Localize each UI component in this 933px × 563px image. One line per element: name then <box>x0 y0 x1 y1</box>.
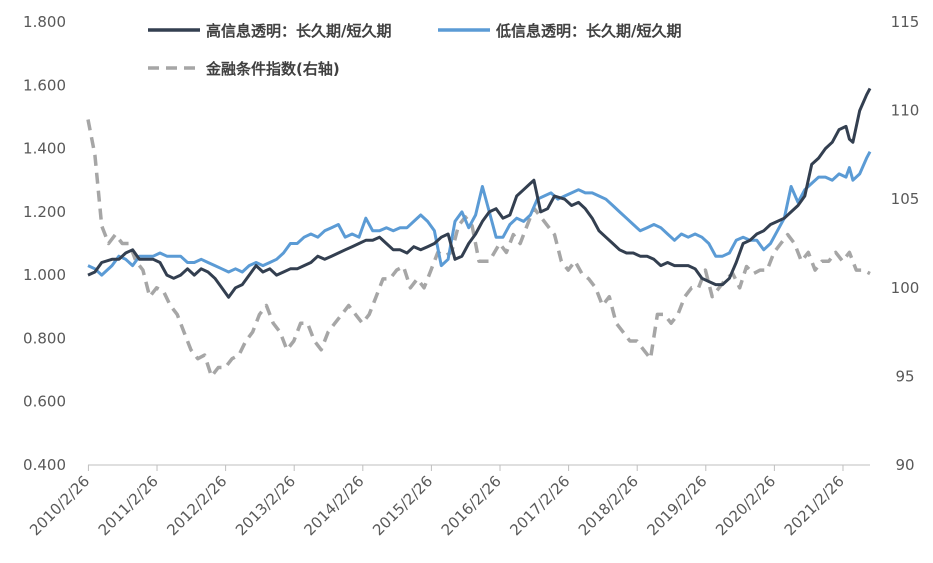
x-tick-label: 2016/2/26 <box>438 472 505 539</box>
x-tick-label: 2018/2/26 <box>575 472 642 539</box>
x-tick-label: 2017/2/26 <box>506 472 573 539</box>
series <box>86 87 872 379</box>
left-y-tick-label: 1.000 <box>23 266 66 284</box>
x-tick-label: 2014/2/26 <box>301 472 368 539</box>
series-line-3 <box>86 119 871 379</box>
left-y-tick-label: 1.600 <box>23 76 66 94</box>
right-y-axis: 90 95 100 105 110 115 <box>891 13 920 474</box>
right-y-tick-label: 105 <box>891 190 920 208</box>
x-tick-label: 2021/2/26 <box>781 472 848 539</box>
x-tick-label: 2013/2/26 <box>232 472 299 539</box>
left-y-tick-label: 1.400 <box>23 140 66 158</box>
right-y-tick-label: 95 <box>895 367 914 385</box>
left-y-tick-label: 1.800 <box>23 13 66 31</box>
x-tick-label: 2010/2/26 <box>26 472 93 539</box>
right-y-tick-label: 110 <box>891 102 920 120</box>
legend-label-2: 低信息透明：长久期/短久期 <box>495 22 681 40</box>
x-tick-label: 2012/2/26 <box>163 472 230 539</box>
right-y-tick-label: 90 <box>895 456 914 474</box>
left-y-tick-label: 0.400 <box>23 456 66 474</box>
right-y-tick-label: 115 <box>891 13 920 31</box>
series-line-1 <box>87 87 872 299</box>
left-y-tick-label: 0.600 <box>23 393 66 411</box>
x-tick-label: 2019/2/26 <box>643 472 710 539</box>
x-tick-label: 2020/2/26 <box>712 472 779 539</box>
left-y-tick-label: 0.800 <box>23 329 66 347</box>
left-y-tick-label: 1.200 <box>23 203 66 221</box>
series-line-2 <box>87 150 872 277</box>
legend-label-1: 高信息透明：长久期/短久期 <box>206 22 391 40</box>
x-tick-label: 2015/2/26 <box>369 472 436 539</box>
left-y-axis: 0.400 0.600 0.800 1.000 1.200 1.400 1.600 1.800 <box>23 13 66 474</box>
x-tick-label: 2011/2/26 <box>95 472 162 539</box>
x-axis: 2010/2/26 2011/2/26 2012/2/26 2013/2/26 2014… <box>26 465 848 539</box>
right-y-tick-label: 100 <box>891 279 920 297</box>
legend-label-3: 金融条件指数(右轴) <box>205 60 340 78</box>
